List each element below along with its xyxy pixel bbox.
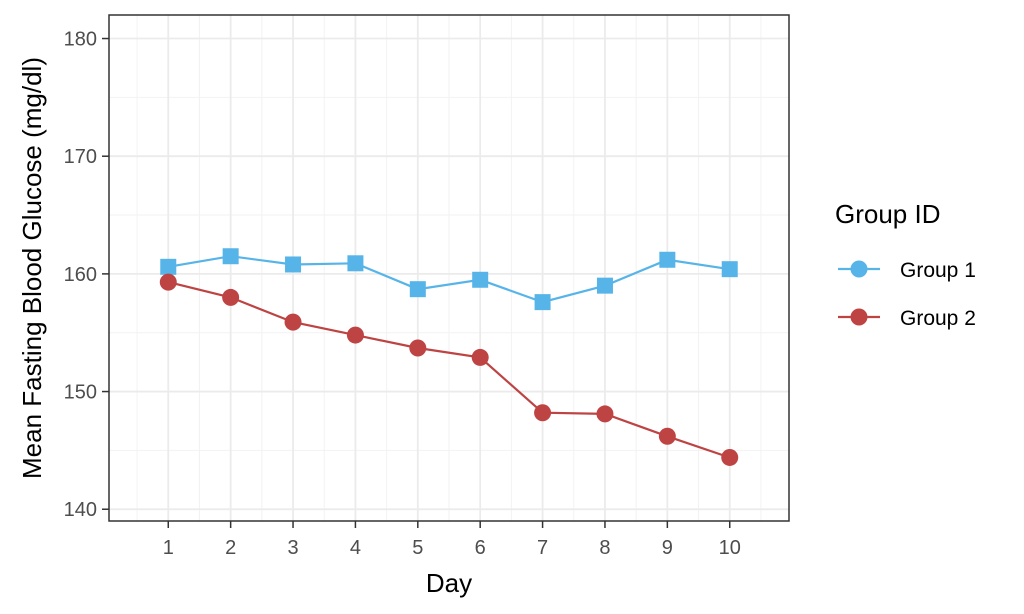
data-point	[285, 256, 302, 273]
data-point	[222, 288, 240, 306]
data-point	[284, 313, 302, 331]
data-point	[659, 251, 676, 268]
y-tick-label: 150	[64, 382, 97, 404]
legend-key-marker	[850, 260, 868, 278]
data-point	[472, 271, 489, 288]
data-point	[409, 339, 427, 357]
data-point	[658, 427, 676, 445]
grid	[109, 15, 789, 521]
data-point	[596, 277, 613, 294]
data-point	[347, 255, 364, 272]
legend-label: Group 2	[900, 307, 976, 330]
y-tick-label: 170	[64, 146, 97, 168]
axes: 1 2 3 4 5 6 7 8 9 10 140 150 160 170 180	[64, 29, 741, 559]
x-tick-label: 6	[475, 537, 486, 559]
x-tick-label: 4	[350, 537, 361, 559]
x-axis-title: Day	[426, 568, 472, 598]
plot-panel-border	[108, 14, 790, 522]
data-point	[721, 448, 739, 466]
x-tick-label: 3	[287, 537, 298, 559]
data-point	[346, 326, 364, 344]
x-tick-label: 8	[599, 537, 610, 559]
series-line-group-1	[168, 255, 730, 304]
legend-items: Group 1 Group 2	[838, 259, 976, 330]
x-tick-label: 2	[225, 537, 236, 559]
legend-label: Group 1	[900, 259, 976, 282]
legend-title: Group ID	[835, 199, 941, 229]
series-line-group-2	[168, 281, 731, 459]
x-tick-label: 10	[719, 537, 741, 559]
y-tick-label: 180	[64, 29, 97, 51]
legend-key-marker	[850, 308, 868, 326]
y-tick-label: 140	[64, 499, 97, 521]
x-tick-label: 5	[412, 537, 423, 559]
x-tick-label: 7	[537, 537, 548, 559]
data-point	[596, 405, 614, 423]
y-tick-label: 160	[64, 264, 97, 286]
data-point	[409, 281, 426, 298]
legend: Group ID Group 1 Group 2	[835, 199, 976, 330]
y-axis-title: Mean Fasting Blood Glucose (mg/dl)	[17, 57, 47, 479]
x-tick-label: 9	[662, 537, 673, 559]
data-point	[160, 258, 177, 275]
series-layer	[159, 248, 739, 466]
data-point	[159, 273, 177, 291]
data-point	[471, 348, 489, 366]
data-point	[534, 294, 551, 311]
data-point	[222, 248, 239, 265]
data-point	[534, 404, 552, 422]
data-point	[721, 261, 738, 278]
x-tick-label: 1	[163, 537, 174, 559]
